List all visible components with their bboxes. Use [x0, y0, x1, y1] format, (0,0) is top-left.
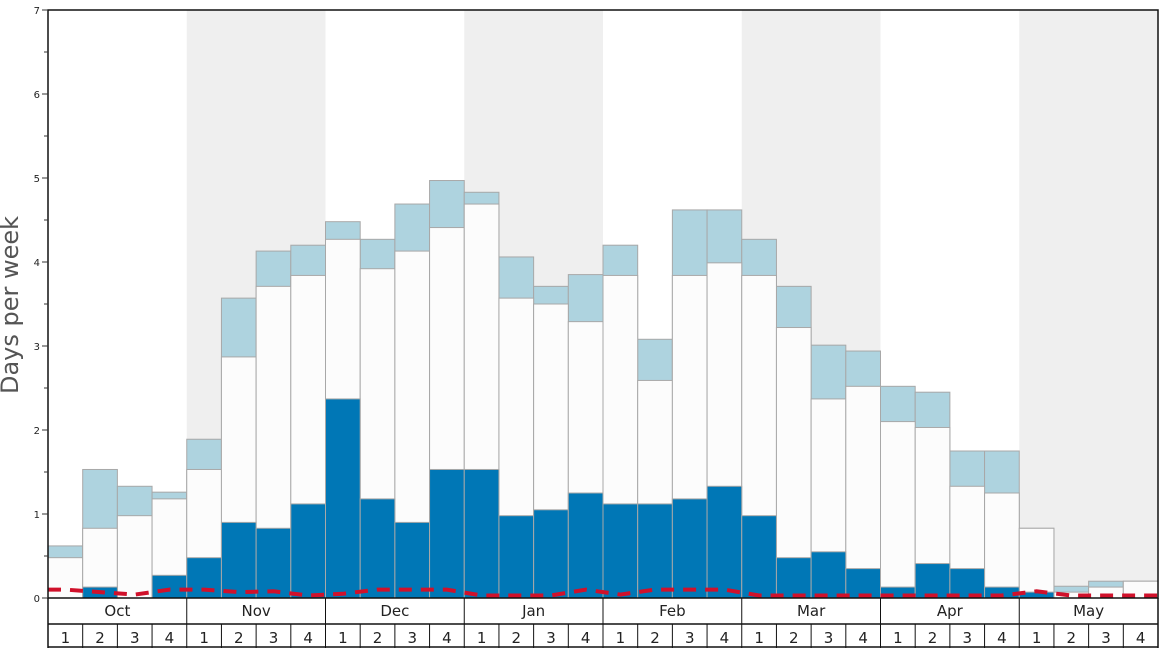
week-label: 3: [546, 629, 556, 647]
bar: [255, 527, 292, 599]
month-label: Feb: [659, 602, 686, 620]
month-label: Mar: [797, 602, 826, 620]
week-label: 4: [442, 629, 452, 647]
bar: [671, 498, 708, 599]
bar: [429, 468, 465, 599]
bar: [325, 398, 361, 599]
month-label: Apr: [937, 602, 964, 620]
y-tick-label: 5: [34, 174, 40, 185]
week-label: 2: [234, 629, 244, 647]
week-label: 1: [754, 629, 764, 647]
month-band: [1019, 10, 1158, 598]
week-label: 4: [858, 629, 868, 647]
bar: [290, 503, 326, 599]
bar: [845, 385, 881, 599]
bar: [463, 468, 500, 599]
bar: [775, 327, 812, 599]
month-label: Dec: [380, 602, 409, 620]
bar: [567, 492, 604, 599]
week-label: 2: [373, 629, 383, 647]
week-label: 1: [199, 629, 209, 647]
week-label: 2: [95, 629, 105, 647]
bar: [602, 503, 639, 599]
week-label: 1: [616, 629, 626, 647]
y-tick-label: 6: [34, 90, 40, 101]
bar: [984, 492, 1020, 599]
y-tick-label: 0: [34, 594, 40, 605]
bar: [220, 521, 257, 599]
week-label: 3: [130, 629, 140, 647]
week-label: 3: [407, 629, 417, 647]
month-label: Oct: [104, 602, 130, 620]
y-tick-label: 4: [34, 258, 40, 269]
bar: [82, 527, 118, 599]
week-label: 1: [893, 629, 903, 647]
month-label: Jan: [521, 602, 545, 620]
week-label: 1: [338, 629, 348, 647]
week-label: 3: [962, 629, 972, 647]
week-label: 2: [1067, 629, 1077, 647]
bar: [637, 503, 673, 599]
bar: [741, 515, 777, 599]
week-label: 4: [165, 629, 175, 647]
bar: [498, 515, 535, 599]
week-label: 3: [1101, 629, 1111, 647]
bar: [1018, 527, 1055, 599]
y-axis-label: Days per week: [0, 216, 24, 394]
bar: [775, 557, 812, 599]
bar: [533, 509, 569, 599]
bar: [151, 574, 188, 599]
week-label: 4: [1136, 629, 1146, 647]
dashed-line: [48, 587, 1158, 598]
week-label: 1: [477, 629, 487, 647]
week-label: 1: [1032, 629, 1042, 647]
y-tick-label: 3: [34, 342, 40, 353]
bar: [186, 557, 222, 599]
week-label: 2: [789, 629, 799, 647]
week-label: 3: [685, 629, 695, 647]
month-label: May: [1073, 602, 1104, 620]
bar: [394, 521, 431, 599]
bar: [949, 568, 986, 599]
y-tick-label: 2: [34, 426, 40, 437]
week-label: 4: [581, 629, 591, 647]
week-label: 4: [997, 629, 1007, 647]
bar: [359, 498, 396, 599]
bar: [880, 421, 916, 599]
bar: [116, 515, 153, 599]
axes: 0 1 2 3 4 5 6 7 Oct Nov Dec Jan Feb Mar Apr May 1 2 3 4 1 2 3 4…: [34, 6, 1159, 648]
bar: [810, 551, 847, 599]
bar: [914, 563, 951, 599]
week-label: 4: [303, 629, 313, 647]
week-label: 2: [928, 629, 938, 647]
bar: [706, 485, 743, 599]
y-tick-label: 1: [34, 510, 40, 521]
week-label: 1: [61, 629, 71, 647]
weekly-bars: [47, 180, 1159, 599]
dashed-series: [48, 587, 1158, 598]
week-label: 3: [824, 629, 834, 647]
y-tick-label: 7: [34, 6, 40, 17]
week-label: 2: [650, 629, 660, 647]
week-label: 3: [269, 629, 279, 647]
month-label: Nov: [241, 602, 270, 620]
week-label: 4: [720, 629, 730, 647]
week-label: 2: [512, 629, 522, 647]
